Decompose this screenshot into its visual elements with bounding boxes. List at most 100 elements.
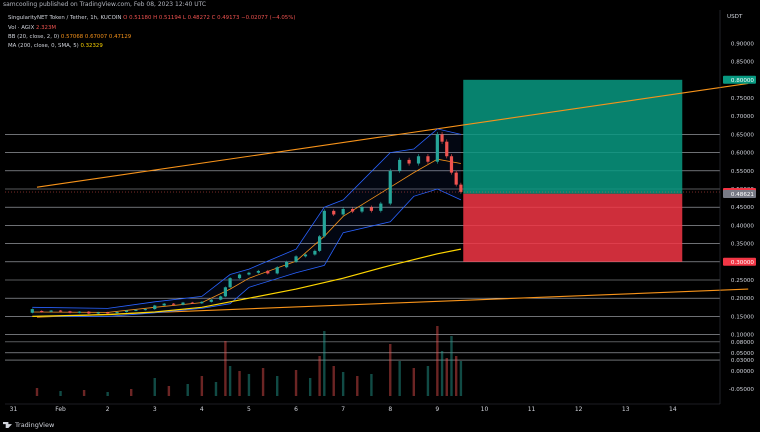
- price-tick-label[interactable]: 0.45000: [731, 205, 755, 211]
- candle-44[interactable]: [426, 156, 430, 162]
- time-tick-label[interactable]: 7: [341, 406, 345, 413]
- time-tick-label[interactable]: 10: [481, 406, 489, 413]
- candle-38[interactable]: [369, 207, 374, 211]
- bb-upper-line[interactable]: [32, 128, 461, 309]
- candle-23[interactable]: [237, 274, 242, 279]
- candle-19[interactable]: [209, 299, 213, 302]
- candle-34[interactable]: [332, 210, 336, 215]
- trendline-0[interactable]: [36, 82, 749, 188]
- candle-15[interactable]: [171, 303, 176, 305]
- candle-8[interactable]: [106, 312, 110, 314]
- candle-46[interactable]: [440, 134, 444, 142]
- candle-17[interactable]: [190, 302, 195, 304]
- bb-lower-line[interactable]: [32, 188, 462, 317]
- candle-49[interactable]: [454, 172, 458, 185]
- time-tick-label[interactable]: 8: [388, 406, 392, 413]
- candle-2[interactable]: [49, 310, 53, 312]
- time-tick-label[interactable]: 14: [669, 406, 677, 413]
- price-tick-label[interactable]: 0.40000: [731, 223, 755, 229]
- time-tick-label[interactable]: 11: [528, 406, 536, 413]
- candle-29[interactable]: [294, 256, 298, 262]
- candle-6[interactable]: [87, 311, 91, 314]
- time-tick-label[interactable]: 2: [106, 406, 110, 413]
- candle-27[interactable]: [275, 267, 279, 274]
- price-tick-label[interactable]: 0.03000: [731, 358, 755, 364]
- price-tick-label[interactable]: 0.10000: [731, 333, 755, 339]
- candle-42[interactable]: [407, 159, 411, 164]
- price-tick-label[interactable]: 0.08000: [731, 340, 755, 346]
- time-tick-label[interactable]: 9: [435, 406, 439, 413]
- time-tick-label[interactable]: 13: [622, 406, 630, 413]
- candle-40[interactable]: [388, 170, 392, 204]
- candle-10[interactable]: [124, 310, 129, 313]
- candle-28[interactable]: [285, 261, 289, 268]
- candle-50[interactable]: [459, 184, 463, 192]
- candle-41[interactable]: [398, 159, 402, 171]
- tradingview-logo[interactable]: TradingView: [3, 421, 54, 429]
- price-tick-label[interactable]: 0.55000: [731, 169, 755, 175]
- price-tick-label[interactable]: 0.15000: [731, 314, 755, 320]
- time-tick-label[interactable]: 3: [153, 406, 157, 413]
- candle-9[interactable]: [115, 312, 119, 314]
- symbol-name[interactable]: SingularityNET Token / Tether, 1h, KUCOI…: [8, 15, 122, 21]
- target-zone[interactable]: [463, 79, 683, 194]
- candle-5[interactable]: [77, 311, 81, 313]
- ma-legend[interactable]: MA (200, close, 0, SMA, 5) 0.32329: [8, 43, 103, 49]
- price-tick-label[interactable]: -0.05000: [729, 387, 755, 393]
- price-tick-label[interactable]: 0.05000: [731, 351, 755, 357]
- candle-32[interactable]: [318, 236, 322, 251]
- candle-20[interactable]: [219, 296, 223, 300]
- candle-37[interactable]: [360, 207, 364, 212]
- candle-47[interactable]: [445, 141, 449, 157]
- bb-legend[interactable]: BB (20, close, 2, 0) 0.57068 0.67007 0.4…: [8, 34, 131, 40]
- candle-21[interactable]: [223, 287, 227, 297]
- time-tick-label[interactable]: 31: [10, 406, 18, 413]
- price-tick-label[interactable]: 0.70000: [731, 114, 755, 120]
- price-tick-label[interactable]: 0.20000: [731, 296, 755, 302]
- candle-33[interactable]: [322, 210, 326, 237]
- candle-24[interactable]: [247, 272, 251, 275]
- candle-18[interactable]: [200, 301, 204, 304]
- price-tick-label[interactable]: 0.65000: [731, 132, 755, 138]
- candle-12[interactable]: [143, 309, 147, 311]
- price-tick-label[interactable]: 0.85000: [731, 60, 755, 66]
- price-badge-3[interactable]: [723, 257, 756, 266]
- candle-4[interactable]: [68, 311, 72, 313]
- candle-48[interactable]: [449, 156, 454, 173]
- price-badge-0[interactable]: [723, 75, 756, 84]
- time-tick-label[interactable]: Feb: [55, 406, 66, 413]
- time-tick-label[interactable]: 5: [247, 406, 251, 413]
- candle-30[interactable]: [303, 254, 308, 257]
- candle-7[interactable]: [96, 312, 100, 314]
- price-tick-label[interactable]: 0.35000: [731, 242, 755, 248]
- candle-3[interactable]: [58, 310, 63, 312]
- candle-31[interactable]: [313, 250, 317, 255]
- candle-36[interactable]: [350, 209, 355, 212]
- candle-43[interactable]: [416, 156, 421, 164]
- volume-legend[interactable]: Vol · AGIX 2.323M: [8, 25, 56, 31]
- candle-16[interactable]: [181, 302, 185, 305]
- time-tick-label[interactable]: 12: [575, 406, 583, 413]
- time-tick-label[interactable]: 4: [200, 406, 204, 413]
- price-badge-2[interactable]: [723, 190, 756, 199]
- candle-26[interactable]: [266, 270, 270, 274]
- ma200-line[interactable]: [32, 248, 462, 317]
- price-tick-label[interactable]: 0.75000: [731, 96, 755, 102]
- candle-0[interactable]: [30, 309, 34, 313]
- price-tick-label[interactable]: 0.25000: [731, 278, 755, 284]
- candle-14[interactable]: [162, 303, 166, 306]
- time-tick-label[interactable]: 6: [294, 406, 298, 413]
- candle-35[interactable]: [341, 209, 345, 215]
- price-tick-label[interactable]: 0.90000: [731, 41, 755, 47]
- price-tick-label[interactable]: 0.00000: [731, 369, 755, 375]
- candle-13[interactable]: [153, 305, 157, 310]
- currency-label[interactable]: USDT: [727, 14, 743, 20]
- price-tick-label[interactable]: 0.60000: [731, 151, 755, 157]
- candle-39[interactable]: [379, 203, 383, 211]
- candle-11[interactable]: [134, 309, 138, 311]
- candle-25[interactable]: [256, 270, 260, 273]
- candle-45[interactable]: [435, 134, 439, 162]
- stop-zone[interactable]: [463, 193, 683, 262]
- candle-1[interactable]: [40, 310, 44, 313]
